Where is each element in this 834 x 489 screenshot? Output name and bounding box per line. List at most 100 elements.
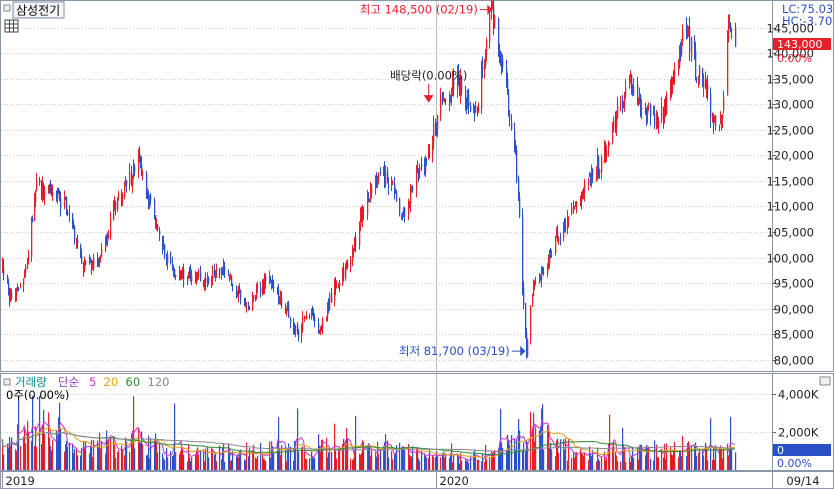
volume-bar [141,431,143,470]
annotation-low-label: 최저 81,700 (03/19) [399,344,510,358]
candle-body [663,109,665,121]
volume-bar [402,447,404,470]
volume-bar [57,435,59,470]
candle-body [140,156,142,166]
candle-body [506,68,508,78]
candle-body [380,172,382,174]
candle-body [367,197,369,215]
volume-bar [715,445,717,470]
volume-bar [493,452,495,470]
candle-body [457,71,459,90]
grid-layer [1,1,772,470]
volume-bar [122,449,124,470]
volume-bar [631,455,633,470]
candle-body [369,198,371,200]
volume-bar [403,447,405,470]
candle-body [230,274,232,279]
volume-bar [164,459,166,470]
volume-bar [486,459,488,470]
candle-body [269,277,271,280]
candlestick-series [2,0,737,359]
candle-body [591,169,593,179]
volume-bar [509,444,511,470]
volume-bar [525,451,527,470]
volume-bar [329,447,331,470]
candle-body [534,281,536,286]
candle-body [76,238,78,243]
stock-name: 삼성전기 [16,4,60,18]
candle-body [722,113,724,119]
current-change-label: 0.00% [777,52,812,65]
stock-name-box[interactable] [12,1,65,19]
candle-body [412,187,414,190]
volume-bar [368,443,370,470]
candle-body [238,290,240,296]
candle-body [641,107,643,110]
volume-bar [458,454,460,470]
volume-bar [189,457,191,470]
volume-bar [550,443,552,470]
candle-body [28,255,30,261]
candle-body [157,224,159,230]
current-volume-change: 0.00% [777,457,812,470]
volume-bar [461,460,463,470]
candle-body [699,66,701,76]
candle-body [525,303,527,334]
candle-body [51,192,53,196]
volume-bar [108,439,110,470]
candle-body [730,24,732,29]
candle-body [262,285,264,292]
candle-body [240,290,242,299]
candle-body [363,209,365,212]
candle-body [223,265,225,275]
volume-bar [110,435,112,470]
grid-settings-icon[interactable] [4,19,19,33]
candle-body [637,83,639,103]
candle-body [527,339,529,357]
panel-menu-icon[interactable] [3,4,11,12]
candle-body [440,95,442,117]
date-axis: 2019 2020 09/14 [2,472,820,489]
candle-body [122,194,124,200]
volume-bar [24,428,26,470]
volume-bar [72,444,74,470]
volume-bar [404,449,406,470]
candle-body [507,79,509,90]
candle-body [339,282,341,286]
volume-bar [411,456,413,470]
candle-body [674,71,676,77]
volume-bar [658,457,660,470]
candle-body [547,265,549,275]
volume-bar [9,436,11,470]
volume-bar [663,457,665,470]
volume-bar [468,462,470,470]
candle-body [445,103,447,105]
candle-body [647,108,649,115]
volume-bar [236,456,238,470]
candle-body [629,82,631,89]
volume-bar [100,448,102,470]
candle-body [23,279,25,286]
candle-body [305,316,307,318]
candle-body [17,288,19,290]
volume-bar [694,446,696,470]
candle-body [15,293,17,300]
volume-bar [605,460,607,470]
candle-body [558,237,560,240]
volume-bar [320,451,322,470]
volume-bar [183,454,185,470]
candle-body [687,27,689,38]
volume-bar [514,438,516,470]
volume-panel-menu-icon[interactable] [3,378,11,386]
candle-body [375,176,377,188]
volume-bar [419,460,421,470]
volume-bar [190,461,192,470]
volume-bar [31,440,33,470]
volume-bar [625,461,627,470]
volume-bar [270,457,272,470]
volume-scroll-button[interactable] [819,376,831,386]
volume-bar [59,402,61,470]
candle-body [318,323,320,331]
volume-bar [157,452,159,470]
candle-body [309,315,311,317]
